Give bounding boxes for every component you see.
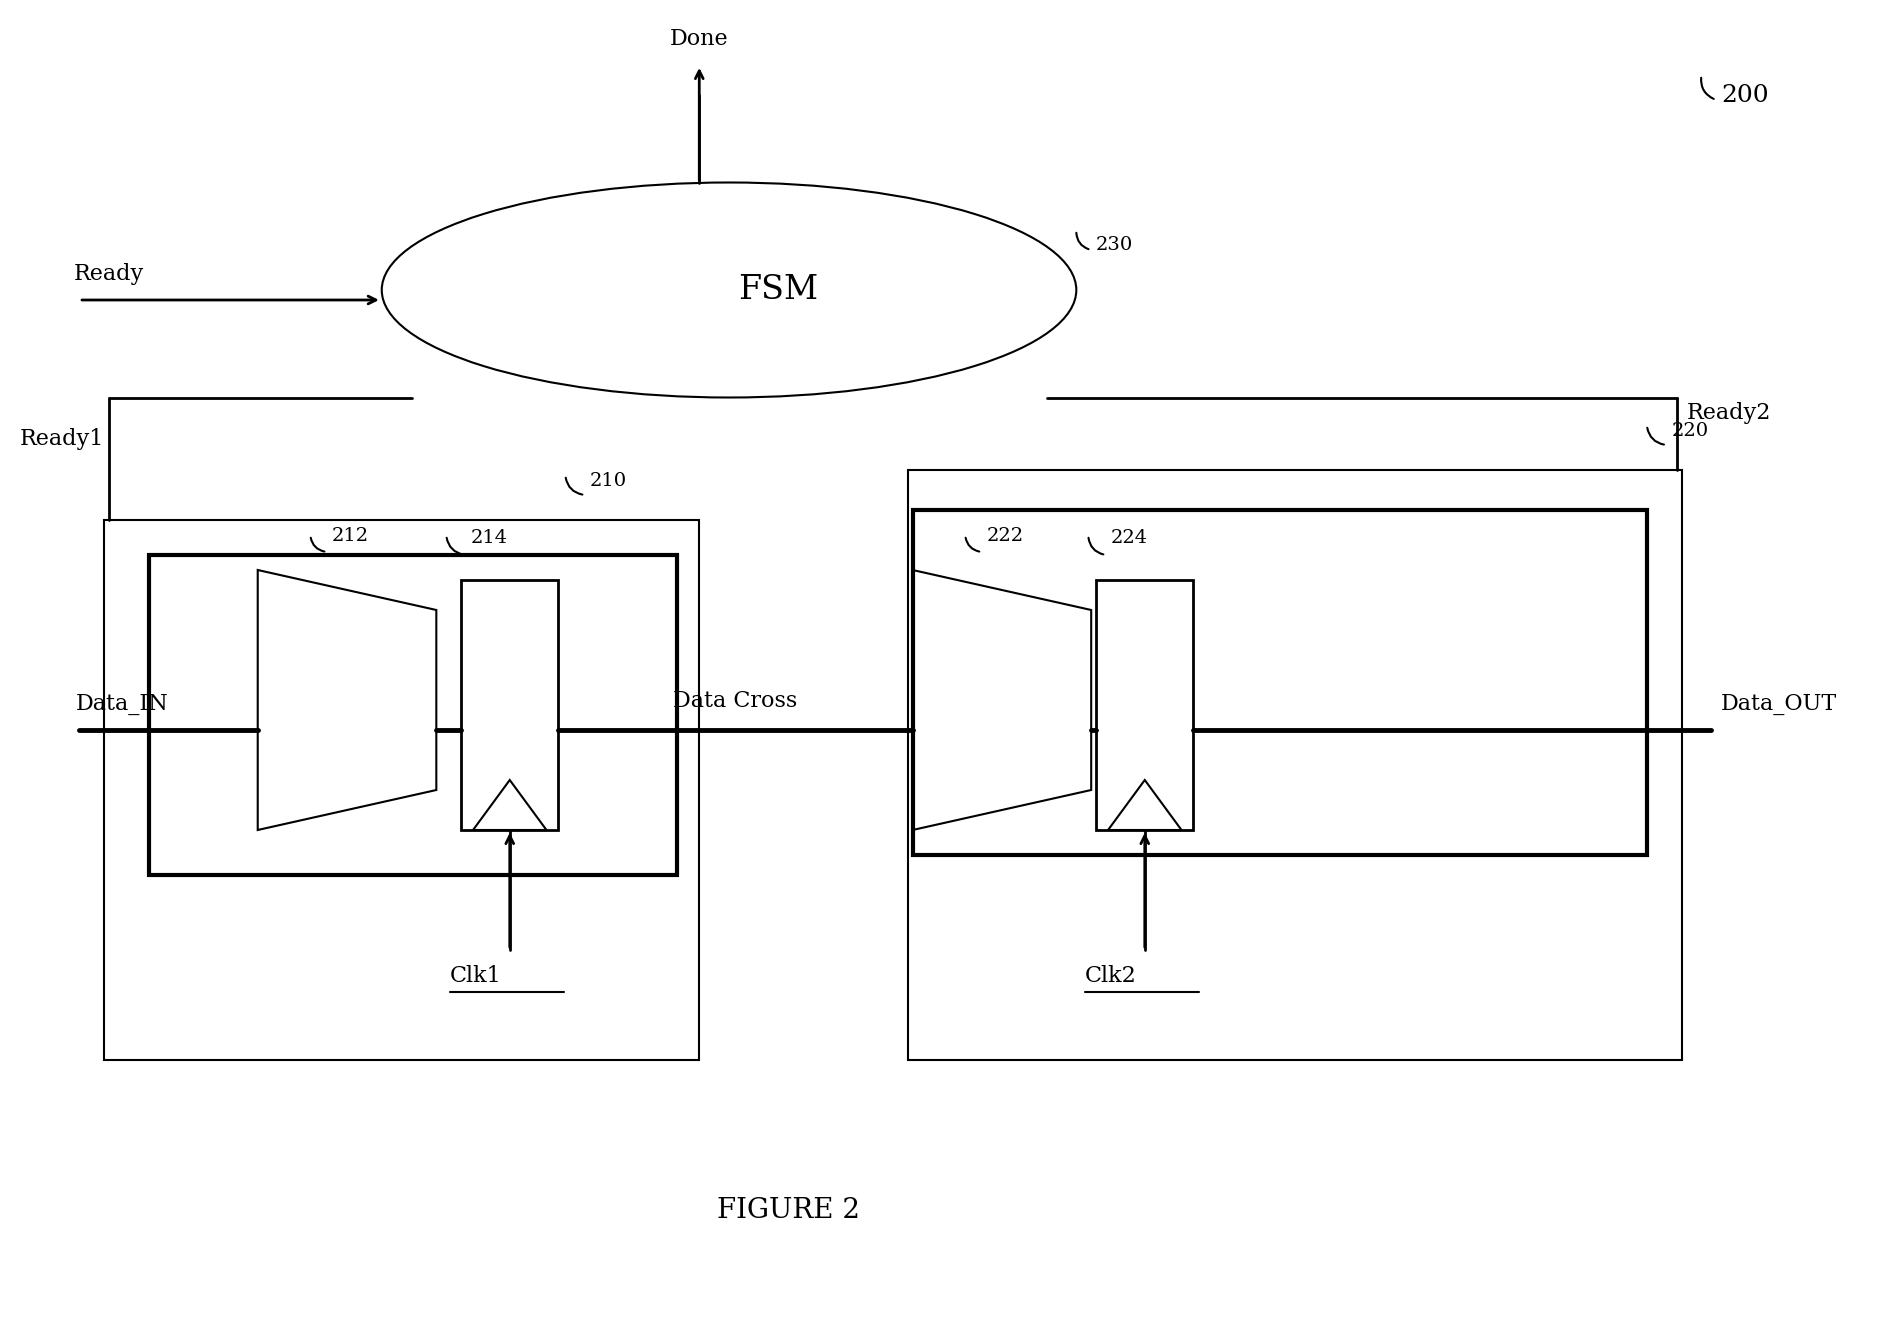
Text: Done: Done: [670, 28, 728, 51]
Bar: [907, 470, 1681, 1059]
Bar: [913, 510, 1647, 855]
Text: 220: 220: [1671, 422, 1707, 441]
Bar: [104, 520, 698, 1059]
Text: Clk1: Clk1: [450, 965, 502, 988]
Text: Ready2: Ready2: [1686, 402, 1769, 425]
Text: Ready1: Ready1: [19, 427, 104, 450]
Bar: [461, 580, 559, 831]
Text: Data_IN: Data_IN: [75, 693, 169, 715]
Text: 222: 222: [986, 527, 1024, 544]
Text: 210: 210: [589, 473, 627, 490]
Text: 212: 212: [331, 527, 369, 544]
Bar: [149, 555, 678, 874]
Text: FIGURE 2: FIGURE 2: [717, 1197, 860, 1223]
Text: FSM: FSM: [738, 274, 819, 306]
Text: Data_OUT: Data_OUT: [1720, 693, 1837, 715]
Text: 230: 230: [1095, 236, 1133, 254]
Text: Clk2: Clk2: [1084, 965, 1137, 988]
Bar: [1095, 580, 1193, 831]
Text: 224: 224: [1110, 528, 1148, 547]
Text: Data Cross: Data Cross: [674, 689, 798, 712]
Text: 214: 214: [470, 528, 508, 547]
Text: Ready: Ready: [73, 264, 145, 285]
Text: 200: 200: [1720, 84, 1767, 106]
